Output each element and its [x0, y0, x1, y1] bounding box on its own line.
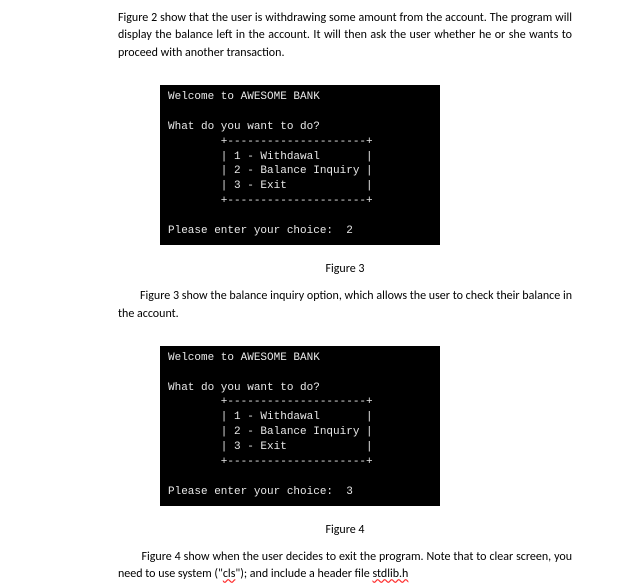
- terminal-wrap-fig3: Welcome to AWESOME BANK What do you want…: [118, 74, 572, 256]
- terminal-output-balance: Welcome to AWESOME BANK What do you want…: [160, 85, 440, 245]
- caption-fig3: Figure 3: [118, 262, 572, 276]
- terminal-wrap-fig4: Welcome to AWESOME BANK What do you want…: [118, 335, 572, 517]
- document-page: Figure 2 show that the user is withdrawi…: [0, 0, 628, 584]
- terminal-output-exit: Welcome to AWESOME BANK What do you want…: [160, 346, 440, 506]
- spelling-cls: cls: [223, 567, 236, 581]
- paragraph-fig3-text: Figure 3 show the balance inquiry option…: [118, 289, 572, 320]
- caption-fig4: Figure 4: [118, 523, 572, 537]
- paragraph-fig2-desc: Figure 2 show that the user is withdrawi…: [118, 10, 572, 62]
- fig4-text-mid: "); and include a header file: [235, 567, 372, 581]
- spelling-stdlib: stdlib.h: [372, 567, 408, 581]
- paragraph-fig3-desc: Figure 3 show the balance inquiry option…: [118, 288, 572, 323]
- paragraph-fig4-desc: Figure 4 show when the user decides to e…: [118, 549, 572, 584]
